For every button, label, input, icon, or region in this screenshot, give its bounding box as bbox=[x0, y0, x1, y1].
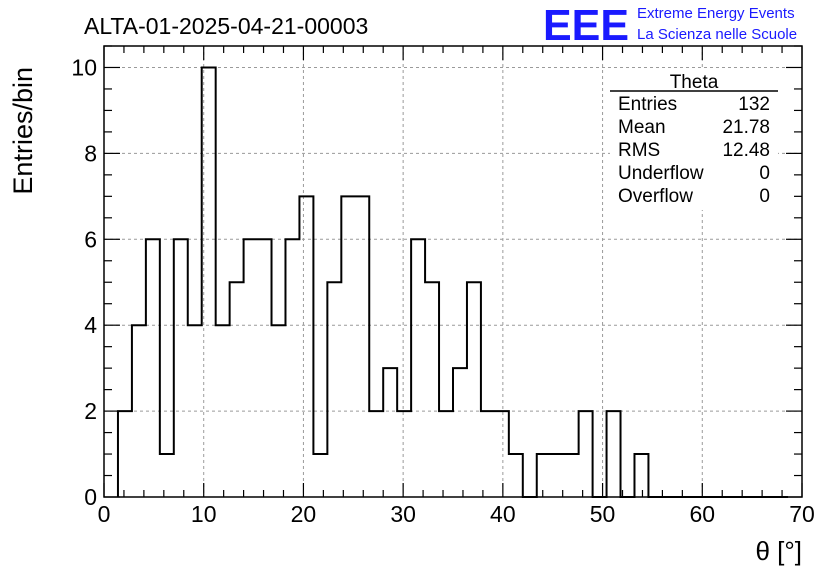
stats-row-label: RMS bbox=[618, 140, 660, 161]
histogram-bin bbox=[216, 325, 230, 497]
stats-box-background bbox=[610, 70, 778, 210]
tick-labels: 0 10 20 30 40 50 60 70 0 2 4 6 8 10 bbox=[71, 54, 814, 527]
histogram-bin bbox=[299, 196, 313, 497]
histogram-bin bbox=[439, 411, 453, 497]
stats-row: Mean 21.78 bbox=[618, 117, 770, 138]
histogram-bin bbox=[425, 282, 439, 497]
histogram-bin bbox=[481, 411, 495, 497]
stats-row-value: 132 bbox=[738, 94, 770, 115]
x-tick-label: 40 bbox=[490, 501, 516, 527]
histogram-bin bbox=[146, 239, 160, 497]
histogram-bin bbox=[579, 411, 593, 497]
stats-row-value: 12.48 bbox=[722, 140, 770, 161]
chart-title: ALTA-01-2025-04-21-00003 bbox=[84, 13, 368, 39]
x-tick-label: 70 bbox=[789, 501, 815, 527]
y-tick-label: 0 bbox=[84, 484, 97, 510]
x-tick-label: 0 bbox=[98, 501, 111, 527]
stats-row-label: Underflow bbox=[618, 163, 704, 184]
stats-box: Theta Entries 132 Mean 21.78 RMS 12.48 U… bbox=[610, 70, 778, 210]
axes bbox=[103, 45, 803, 498]
y-tick-label: 8 bbox=[84, 140, 97, 166]
eee-logo: EEE Extreme Energy Events La Scienza nel… bbox=[543, 1, 797, 50]
x-tick-label: 30 bbox=[390, 501, 416, 527]
histogram-bin bbox=[453, 368, 467, 497]
stats-row: Entries 132 bbox=[618, 94, 770, 115]
histogram-bin bbox=[341, 196, 355, 497]
histogram-bin bbox=[369, 411, 383, 497]
y-axis-label: Entries/bin bbox=[8, 67, 38, 195]
histogram-bin bbox=[607, 411, 621, 497]
stats-row: Underflow 0 bbox=[618, 163, 770, 184]
stats-box-title: Theta bbox=[670, 72, 719, 93]
stats-row-value: 0 bbox=[759, 186, 770, 207]
histogram-bin bbox=[467, 282, 481, 497]
histogram-bin bbox=[258, 239, 272, 497]
eee-logo-mark: EEE bbox=[543, 1, 629, 50]
histogram-bin bbox=[272, 325, 286, 497]
stats-row-label: Entries bbox=[618, 94, 677, 115]
histogram-bin bbox=[327, 282, 341, 497]
histogram-bin bbox=[202, 67, 216, 497]
y-tick-label: 4 bbox=[84, 312, 97, 338]
stats-row: Overflow 0 bbox=[618, 186, 770, 207]
logo-line-2: La Scienza nelle Scuole bbox=[637, 26, 797, 43]
x-tick-label: 50 bbox=[590, 501, 616, 527]
histogram-bin bbox=[313, 454, 327, 497]
stats-row-value: 0 bbox=[759, 163, 770, 184]
histogram-bin bbox=[160, 454, 174, 497]
y-tick-label: 6 bbox=[84, 226, 97, 252]
logo-line-1: Extreme Energy Events bbox=[637, 5, 795, 22]
histogram-bin bbox=[565, 454, 579, 497]
stats-row-value: 21.78 bbox=[722, 117, 770, 138]
plot-frame bbox=[103, 45, 803, 498]
y-tick-label: 10 bbox=[71, 54, 97, 80]
histogram-bin bbox=[230, 282, 244, 497]
x-tick-label: 60 bbox=[689, 501, 715, 527]
stats-row: RMS 12.48 bbox=[618, 140, 770, 161]
histogram-bin bbox=[495, 411, 509, 497]
histogram-bin bbox=[118, 411, 132, 497]
histogram-bin bbox=[188, 325, 202, 497]
histogram-bin bbox=[634, 454, 648, 497]
histogram-bin bbox=[355, 196, 369, 497]
histogram-bin bbox=[397, 411, 411, 497]
x-tick-label: 20 bbox=[291, 501, 317, 527]
x-tick-label: 10 bbox=[191, 501, 217, 527]
stats-row-label: Mean bbox=[618, 117, 666, 138]
histogram-bin bbox=[174, 239, 188, 497]
stats-row-label: Overflow bbox=[618, 186, 693, 207]
histogram-bin bbox=[285, 239, 299, 497]
histogram-bin bbox=[383, 368, 397, 497]
x-axis-label: θ [°] bbox=[755, 536, 802, 566]
y-tick-label: 2 bbox=[84, 398, 97, 424]
histogram-bin bbox=[132, 325, 146, 497]
histogram-bin bbox=[411, 239, 425, 497]
histogram-bin bbox=[509, 454, 523, 497]
histogram-bin bbox=[244, 239, 258, 497]
histogram-bin bbox=[537, 454, 551, 497]
